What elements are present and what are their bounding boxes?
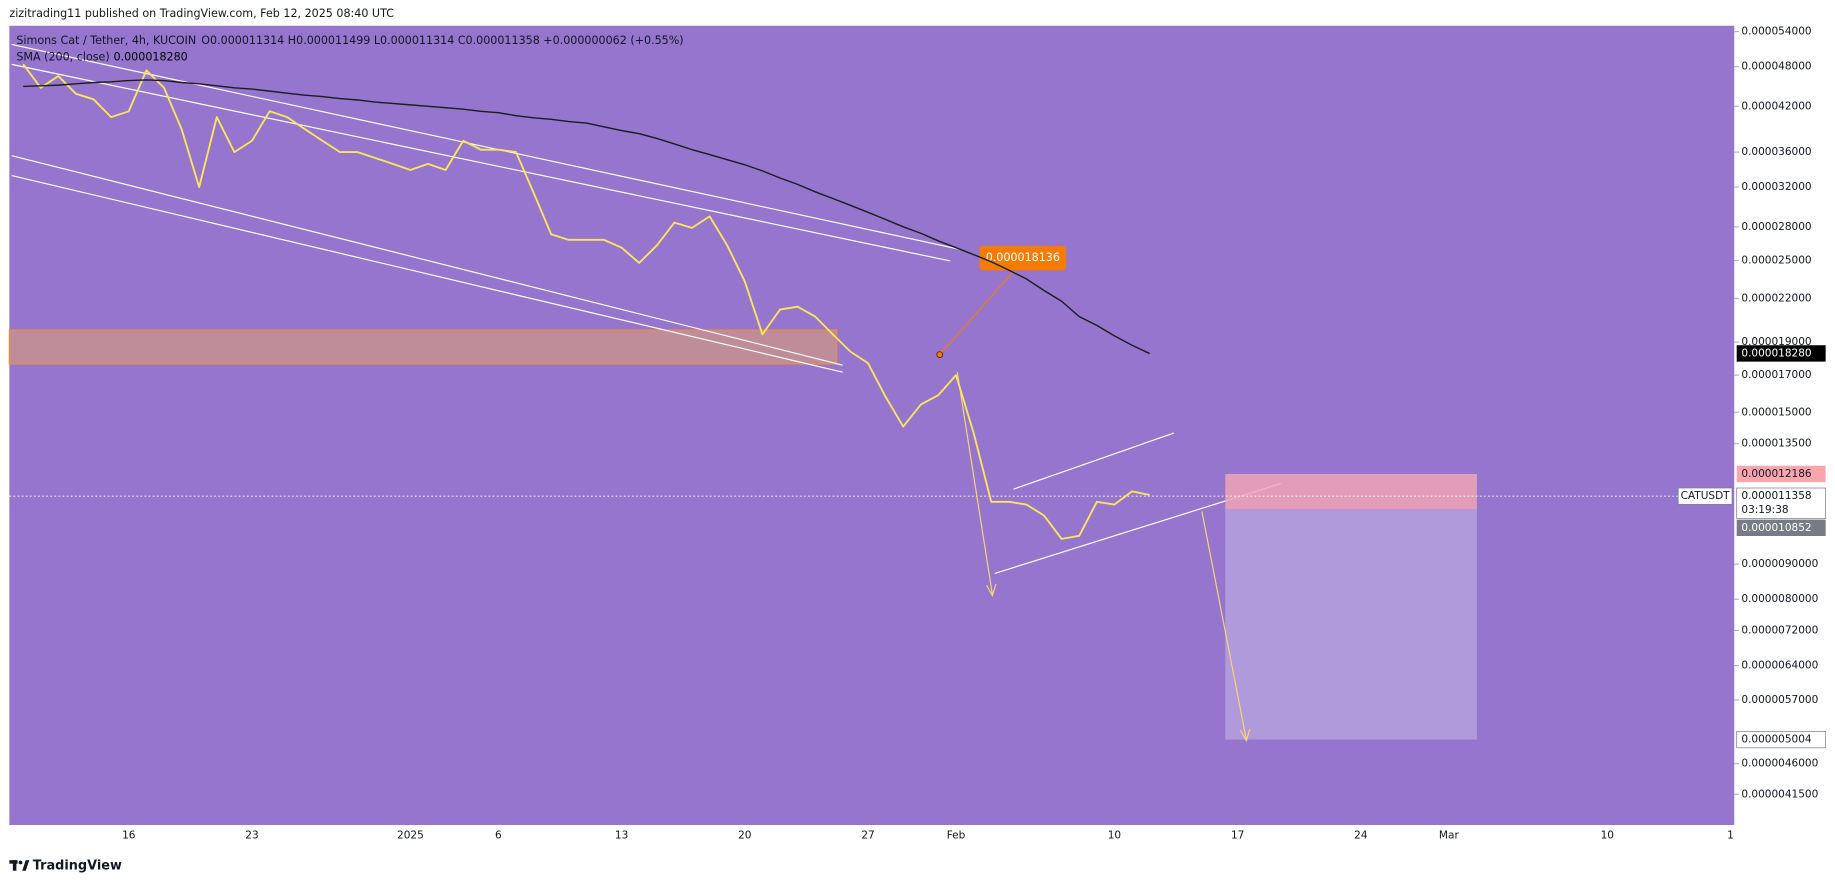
x-tick-label: 20: [738, 830, 751, 842]
axis-label-box: [1736, 731, 1826, 749]
logo-part: [18, 860, 23, 865]
x-tick-label: Mar: [1439, 830, 1460, 842]
target-zone: [1225, 509, 1477, 740]
series-line: [23, 79, 1150, 355]
channel-line: [11, 43, 960, 250]
y-tick-label: 0.000028000: [1741, 221, 1811, 233]
callout-line: [939, 271, 1014, 355]
x-tick-label: 24: [1354, 830, 1368, 842]
arrow-head: [1239, 728, 1251, 743]
y-tick-label: 0.0000041500: [1741, 788, 1818, 800]
legend-ohlc: O0.000011314 H0.000011499 L0.000011314 C…: [201, 34, 683, 47]
y-tick-label: 0.000032000: [1741, 181, 1811, 193]
symbol-box: [1677, 487, 1733, 505]
y-tick-label: 0.000017000: [1741, 369, 1811, 381]
logo-part: [22, 860, 30, 871]
axis-label: 0.000012186: [1741, 468, 1812, 480]
x-tick-label: 17: [1231, 830, 1244, 842]
legend-entry: SMA (200, close): [16, 50, 109, 63]
y-tick-label: 0.0000072000: [1741, 625, 1818, 637]
y-tick-label: 0.000036000: [1741, 146, 1811, 158]
x-tick-label: 10: [1601, 830, 1614, 842]
channel-line: [11, 174, 843, 373]
x-tick-label: 10: [1108, 830, 1121, 842]
series-line: [22, 63, 1150, 540]
callout-box: [979, 245, 1067, 271]
symbol-label: CATUSDT: [1681, 490, 1731, 502]
legend-sma-value: 0.000018280: [114, 50, 188, 63]
x-tick-label: 27: [861, 830, 874, 842]
x-tick-label: 1: [1727, 830, 1734, 842]
x-tick-label: 6: [495, 830, 502, 842]
y-tick-label: 0.000022000: [1741, 293, 1811, 305]
x-tick-label: 23: [245, 830, 258, 842]
channel-line: [11, 155, 843, 366]
countdown: 03:19:38: [1741, 504, 1788, 516]
axis-label: 0.000005004: [1741, 734, 1812, 746]
y-tick-label: 0.000015000: [1741, 406, 1811, 418]
footer-brand: TradingView: [33, 859, 122, 874]
time-axis: [0, 825, 1735, 883]
publisher: zizitrading11 published on TradingView.c…: [9, 7, 394, 20]
y-tick-label: 0.000048000: [1741, 61, 1811, 73]
axis-label-box: [1736, 345, 1826, 362]
y-tick-label: 0.000054000: [1741, 26, 1811, 38]
logo-part: [12, 860, 17, 871]
y-tick-label: 0.0000046000: [1741, 758, 1818, 770]
axis-label-box: [1736, 465, 1826, 483]
x-tick-label: 13: [615, 830, 628, 842]
arrow: [956, 372, 993, 595]
wedge-line: [1013, 432, 1174, 490]
y-tick-label: 0.0000080000: [1741, 593, 1818, 605]
arrow: [1201, 511, 1247, 740]
axis-label: 0.000011358: [1741, 490, 1811, 502]
y-tick-label: 0.0000057000: [1741, 694, 1818, 706]
y-tick-label: 0.0000090000: [1741, 558, 1818, 570]
x-tick-label: 16: [122, 830, 136, 842]
arrow-head: [986, 583, 997, 598]
x-tick-label: 2025: [397, 830, 424, 842]
y-tick-label: 0.000013500: [1741, 438, 1811, 450]
footer-logo: [9, 860, 30, 871]
axis-label-box: [1736, 519, 1826, 537]
axis-label: 0.000010852: [1741, 522, 1811, 534]
axis-label-box: [1736, 487, 1826, 519]
y-tick-label: 0.000019000: [1741, 336, 1811, 348]
x-tick-label: Feb: [947, 830, 966, 842]
callout-anchor: [936, 351, 944, 359]
arrows: [956, 372, 1251, 743]
axis-label: 0.000018280: [1741, 347, 1811, 359]
callout-text: 0.000018136: [986, 251, 1060, 264]
stop-zone: [1225, 473, 1477, 510]
y-tick-label: 0.000025000: [1741, 255, 1811, 267]
y-tick-label: 0.0000064000: [1741, 660, 1818, 672]
y-tick-label: 0.000042000: [1741, 100, 1811, 112]
resistance-zone: [8, 329, 838, 365]
legend-entry: Simons Cat / Tether, 4h, KUCOIN: [16, 34, 196, 47]
